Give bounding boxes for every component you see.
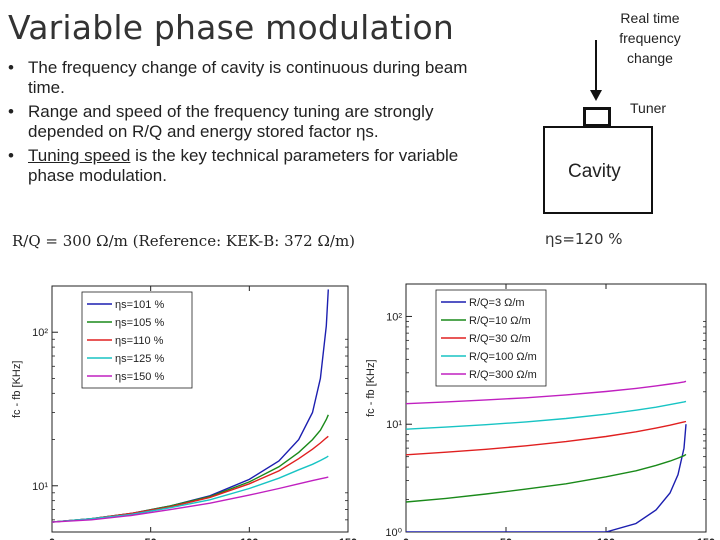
x-tick-label: 150 [339,537,357,540]
legend-label: ηs=110 % [115,335,164,347]
bullet-dot: • [8,102,14,121]
legend-label: ηs=105 % [115,317,164,329]
series-line [406,400,687,430]
bullet-item: • The frequency change of cavity is cont… [6,58,506,98]
series-line [52,435,329,523]
series-line [52,455,329,523]
y-tick-label: 10⁰ [385,527,402,539]
series-line [406,424,687,532]
x-tick-label: 100 [240,537,258,540]
bullet-underlined-text: Tuning speed [28,146,131,165]
x-tick-label: 100 [597,537,615,540]
y-tick-label: 10² [386,311,402,323]
bullet-text: is the key technical parameters for vari… [28,146,459,185]
legend-label: ηs=125 % [115,353,164,365]
tuner-label: Tuner [630,100,667,116]
series-line [406,380,687,405]
x-tick-label: 50 [500,537,512,540]
legend-label: R/Q=10 Ω/m [469,315,531,327]
x-tick-label: 150 [697,537,715,540]
bullet-dot: • [8,146,14,165]
bullet-text: The frequency change of cavity is contin… [28,58,468,97]
rq-chart: 10⁰10¹10²050100150Time [usec]fc - fb [KH… [365,283,715,540]
legend-label: R/Q=3 Ω/m [469,297,525,309]
eta-chart: 10¹10²050100150Time [usec]fc - fb [KHz]η… [11,285,357,540]
legend-label: R/Q=30 Ω/m [469,333,531,345]
series-line [406,420,687,456]
realtime-label: Real time frequency change [619,10,681,66]
bullet-list: • The frequency change of cavity is cont… [6,58,506,190]
x-tick-label: 0 [403,537,409,540]
series-line [52,476,329,523]
y-tick-label: 10² [32,327,48,339]
legend-label: ηs=101 % [115,299,164,311]
bullet-dot: • [8,58,14,77]
y-axis-label: fc - fb [KHz] [365,359,377,416]
bullet-text: Range and speed of the frequency tuning … [28,102,434,141]
legend-label: R/Q=100 Ω/m [469,351,537,363]
tuner-box [583,107,611,127]
legend-label: ηs=150 % [115,371,164,383]
y-tick-label: 10¹ [386,419,402,431]
legend-label: R/Q=300 Ω/m [469,369,537,381]
bullet-item: • Range and speed of the frequency tunin… [6,102,506,142]
cavity-label: Cavity [568,161,621,182]
eta-note: ηs=120 % [545,230,623,248]
y-axis-label: fc - fb [KHz] [11,361,23,418]
x-tick-label: 50 [145,537,157,540]
y-tick-label: 10¹ [32,481,48,493]
slide-title: Variable phase modulation [8,8,454,47]
rq-note: R/Q = 300 Ω/m (Reference: KEK-B: 372 Ω/m… [12,232,356,250]
bullet-item: • Tuning speed is the key technical para… [6,146,506,186]
x-tick-label: 0 [49,537,55,540]
cavity-box [543,126,653,214]
series-line [406,453,687,503]
